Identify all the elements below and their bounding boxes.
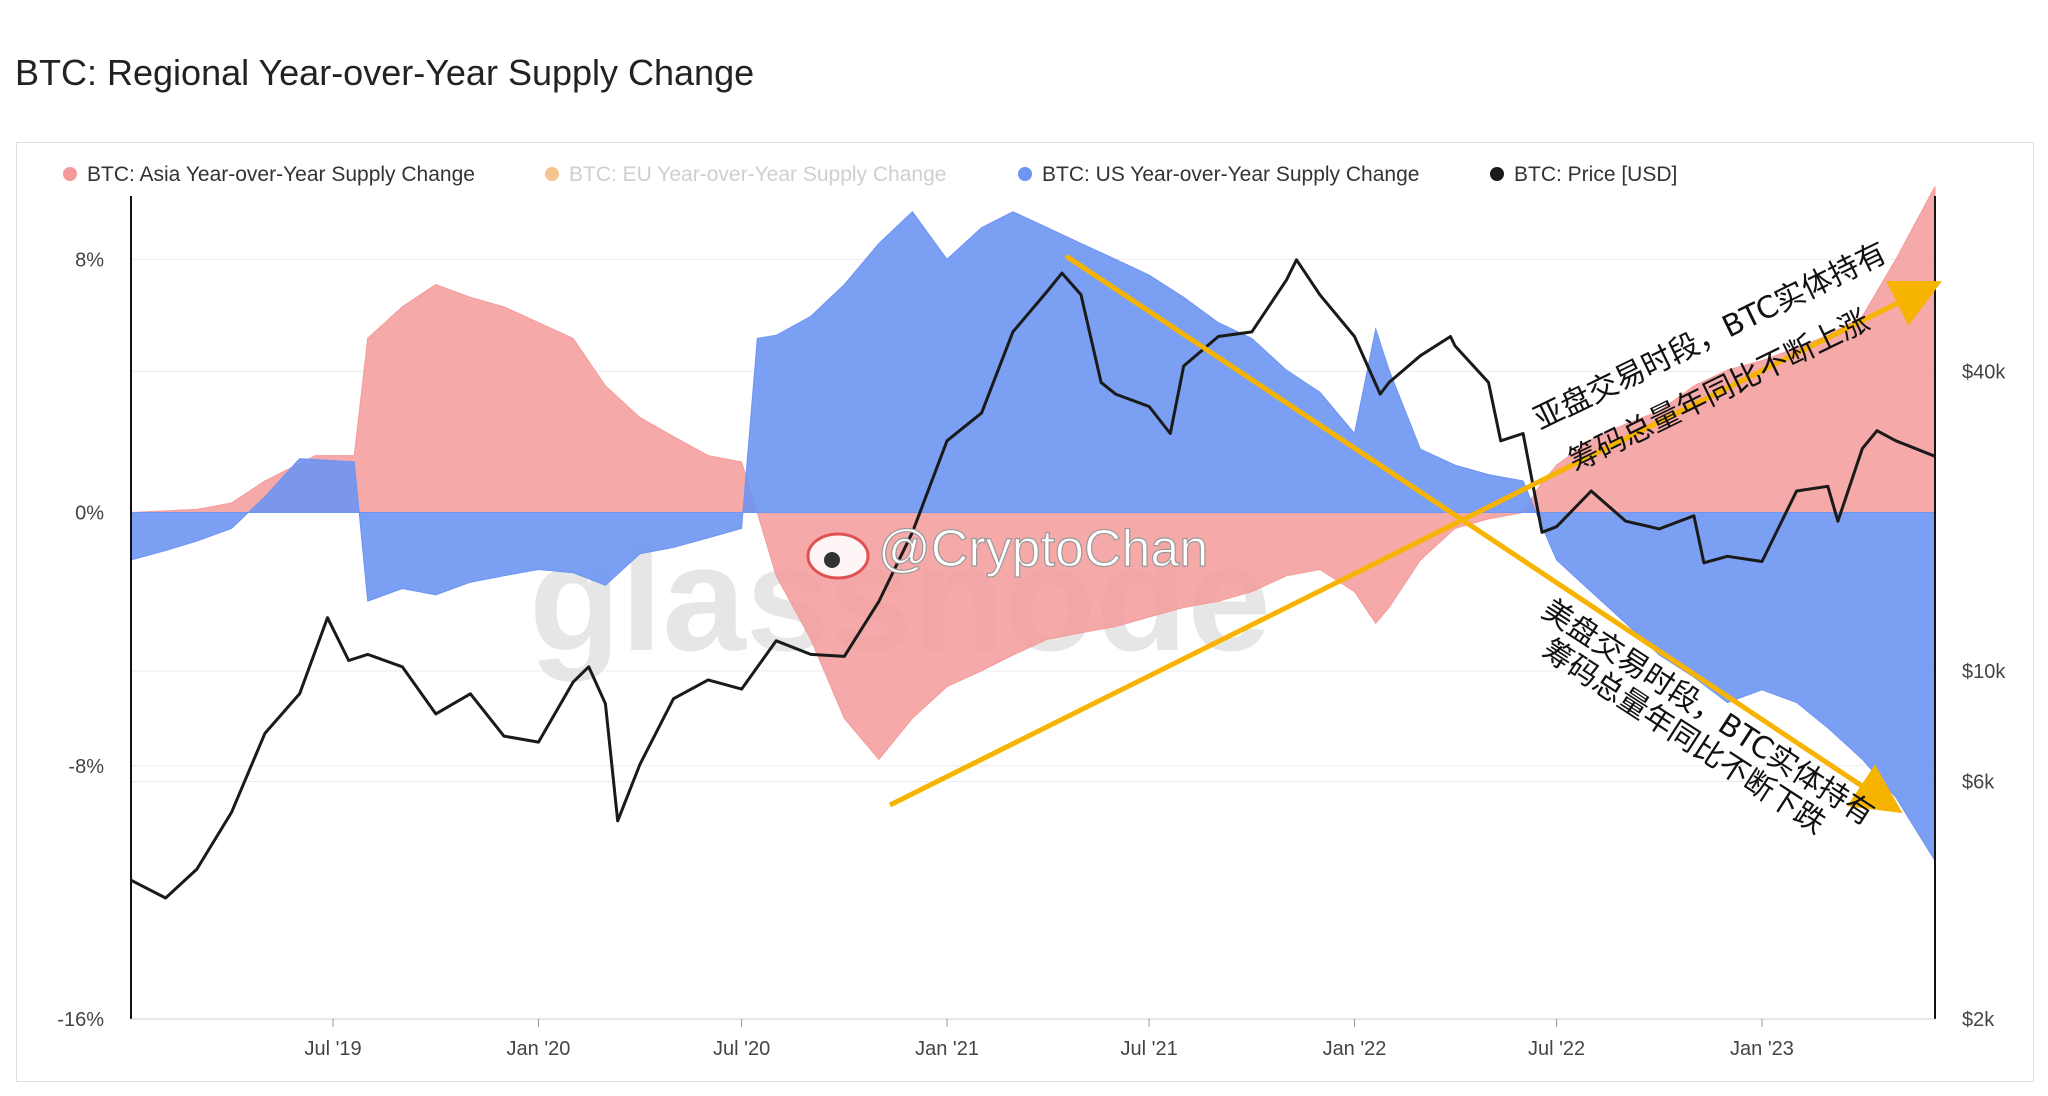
y-right-tick-label: $40k xyxy=(1962,361,2006,383)
y-right-tick-label: $6k xyxy=(1962,771,1995,793)
legend-dot xyxy=(1018,167,1032,181)
y-left-tick-label: -16% xyxy=(57,1009,104,1031)
y-left-tick-label: -8% xyxy=(68,756,104,778)
legend-item[interactable]: BTC: US Year-over-Year Supply Change xyxy=(1018,163,1419,186)
legend-label: BTC: Price [USD] xyxy=(1514,163,1677,186)
chart-frame xyxy=(16,142,2034,1082)
legend-label: BTC: EU Year-over-Year Supply Change xyxy=(569,163,946,186)
y-left-tick-label: 8% xyxy=(75,249,104,271)
axes: 8% 0% -8% -16% $40k $10k $6k $2k Jul '19 Jan '20 J… xyxy=(57,196,2006,1060)
us-supply-area xyxy=(130,211,1936,863)
supply-areas xyxy=(130,186,1936,863)
y-right-tick-label: $10k xyxy=(1962,661,2006,683)
legend-dot xyxy=(1490,167,1504,181)
legend-label: BTC: Asia Year-over-Year Supply Change xyxy=(87,163,475,186)
legend-label: BTC: US Year-over-Year Supply Change xyxy=(1042,163,1419,186)
legend-item[interactable]: BTC: EU Year-over-Year Supply Change xyxy=(545,163,946,186)
x-tick-label: Jul '22 xyxy=(1528,1038,1585,1060)
x-tick-label: Jul '20 xyxy=(713,1038,770,1060)
x-tick-label: Jan '20 xyxy=(507,1038,571,1060)
x-tick-label: Jul '21 xyxy=(1121,1038,1178,1060)
legend-dot xyxy=(545,167,559,181)
us-trend-arrow xyxy=(1064,253,1903,814)
btc-price-line xyxy=(130,258,1936,900)
legend[interactable]: BTC: Asia Year-over-Year Supply Change BT… xyxy=(63,163,1677,186)
legend-item[interactable]: BTC: Asia Year-over-Year Supply Change xyxy=(63,163,475,186)
asia-supply-area xyxy=(130,186,1936,761)
cryptochan-watermark: @CryptoChan xyxy=(878,520,1208,578)
legend-item[interactable]: BTC: Price [USD] xyxy=(1490,163,1677,186)
x-tick-label: Jan '23 xyxy=(1730,1038,1794,1060)
x-tick-label: Jan '21 xyxy=(915,1038,979,1060)
y-right-tick-label: $2k xyxy=(1962,1009,1995,1031)
chart-title: BTC: Regional Year-over-Year Supply Chan… xyxy=(15,52,755,93)
x-tick-label: Jan '22 xyxy=(1323,1038,1387,1060)
y-left-tick-label: 0% xyxy=(75,503,104,525)
cryptochan-watermark-group: @CryptoChan xyxy=(806,519,1209,580)
legend-dot xyxy=(63,167,77,181)
weibo-eye-icon xyxy=(824,552,840,568)
asia-trend-arrow xyxy=(888,280,1942,808)
price-line-group xyxy=(130,258,1936,900)
x-tick-label: Jul '19 xyxy=(304,1038,361,1060)
